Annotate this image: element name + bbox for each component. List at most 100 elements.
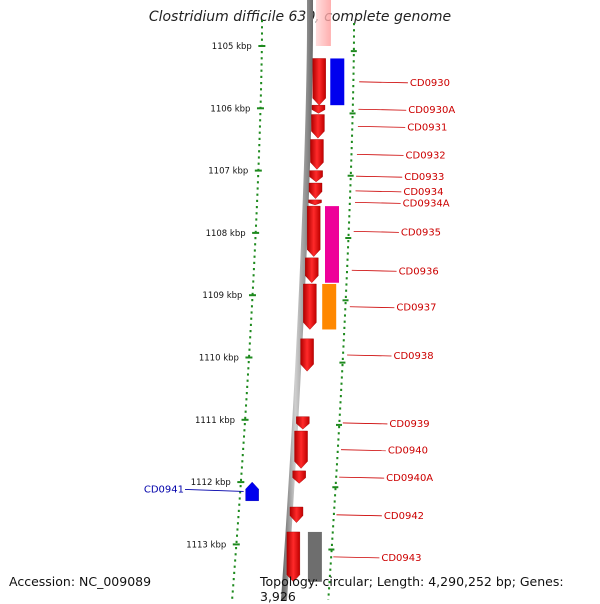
ruler-dot — [256, 194, 258, 196]
gene-label: CD0933 — [404, 172, 444, 183]
gene-label-leader — [355, 202, 401, 203]
ruler-dot — [259, 113, 261, 115]
gene-arrow — [313, 58, 326, 105]
ruler-dot — [335, 476, 337, 478]
ruler-dot — [259, 138, 261, 140]
ruler-dot — [261, 26, 263, 28]
ruler-dot — [236, 528, 238, 530]
ruler-dot — [338, 420, 340, 422]
ruler-dot — [346, 277, 348, 279]
ruler-dot — [351, 135, 353, 137]
ruler-dot — [260, 76, 262, 78]
ruler-dot — [254, 237, 256, 239]
tick-mark — [233, 543, 240, 545]
gene-label-leader — [358, 109, 406, 110]
tick-mark — [336, 424, 342, 426]
gene-label: CD0934 — [403, 187, 443, 198]
ruler-dot — [351, 141, 353, 143]
ruler-dot — [250, 330, 252, 332]
gene-label: CD0935 — [401, 227, 441, 238]
ruler-dot — [342, 345, 344, 347]
ruler-dot — [261, 39, 263, 41]
ruler-dot — [341, 376, 343, 378]
gene-arrow — [312, 105, 325, 113]
ruler-dot — [333, 507, 335, 509]
ruler-dot — [252, 280, 254, 282]
ruler-dot — [261, 57, 263, 59]
ruler-dot — [246, 386, 248, 388]
ruler-dot — [242, 448, 244, 450]
gene-arrow — [295, 431, 308, 468]
ruler-dot — [353, 35, 355, 37]
ruler-dot — [256, 200, 258, 202]
ruler-dot — [346, 271, 348, 273]
ruler-dot — [260, 70, 262, 72]
ruler-dot — [336, 469, 338, 471]
ruler-dot — [334, 500, 336, 502]
ruler-dot — [255, 218, 257, 220]
gene-label-leader — [347, 355, 391, 356]
ruler-dot — [233, 572, 235, 574]
ruler-dot — [258, 156, 260, 158]
tick-mark — [351, 50, 357, 52]
gene-arrow — [301, 339, 314, 371]
tick-mark — [249, 294, 256, 296]
gene-label: CD0930A — [408, 105, 455, 116]
ruler-dot — [338, 426, 340, 428]
gene-arrow — [310, 139, 323, 169]
gene-label-leader — [352, 270, 397, 271]
ruler-dot — [253, 262, 255, 264]
gene-label-leader — [350, 307, 395, 308]
gene-arrow — [310, 171, 323, 182]
ruler-dot — [260, 101, 262, 103]
ruler-dot — [352, 110, 354, 112]
ruler-dot — [337, 445, 339, 447]
ruler-dot — [353, 54, 355, 56]
tick-label: 1112 kbp — [191, 478, 231, 488]
ruler-dot — [246, 392, 248, 394]
ruler-dot — [329, 569, 331, 571]
ruler-dot — [347, 246, 349, 248]
ruler-dot — [245, 398, 247, 400]
ruler-dot — [337, 451, 339, 453]
tick-label: 1113 kbp — [186, 540, 226, 550]
ruler-dot — [351, 128, 353, 130]
ruler-dot — [352, 116, 354, 118]
tick-mark — [255, 170, 262, 172]
ruler-dot — [336, 457, 338, 459]
ruler-dot — [343, 339, 345, 341]
gene-label: CD0940A — [386, 473, 433, 484]
gene-label-leader — [333, 557, 379, 558]
tick-label: 1107 kbp — [208, 167, 248, 177]
tick-mark — [332, 486, 338, 488]
ruler-dot — [341, 364, 343, 366]
ruler-dot — [251, 305, 253, 307]
ruler-dot — [254, 249, 256, 251]
ruler-dot — [244, 423, 246, 425]
ruler-dot — [344, 314, 346, 316]
ruler-dot — [334, 488, 336, 490]
ruler-dot — [347, 259, 349, 261]
ruler-dot — [259, 132, 261, 134]
gene-label-leader — [341, 450, 386, 451]
ruler-dot — [236, 541, 238, 543]
gene-label: CD0932 — [406, 150, 446, 161]
ruler-dot — [332, 531, 334, 533]
tick-label: 1110 kbp — [199, 354, 239, 364]
tick-label: 1106 kbp — [210, 104, 250, 114]
ruler-dot — [234, 566, 236, 568]
ruler-dot — [240, 479, 242, 481]
tick-mark — [257, 107, 264, 109]
ruler-dot — [245, 404, 247, 406]
gene-label-leader — [356, 176, 402, 177]
ruler-dot — [234, 559, 236, 561]
ruler-dot — [249, 336, 251, 338]
ruler-dot — [349, 184, 351, 186]
gene-label: CD0942 — [384, 511, 424, 522]
gene-label: CD0931 — [407, 122, 447, 133]
ruler-dot — [350, 178, 352, 180]
ruler-dot — [337, 438, 339, 440]
ruler-dot — [352, 79, 354, 81]
gene-label: CD0934A — [403, 198, 450, 209]
ruler-dot — [243, 442, 245, 444]
